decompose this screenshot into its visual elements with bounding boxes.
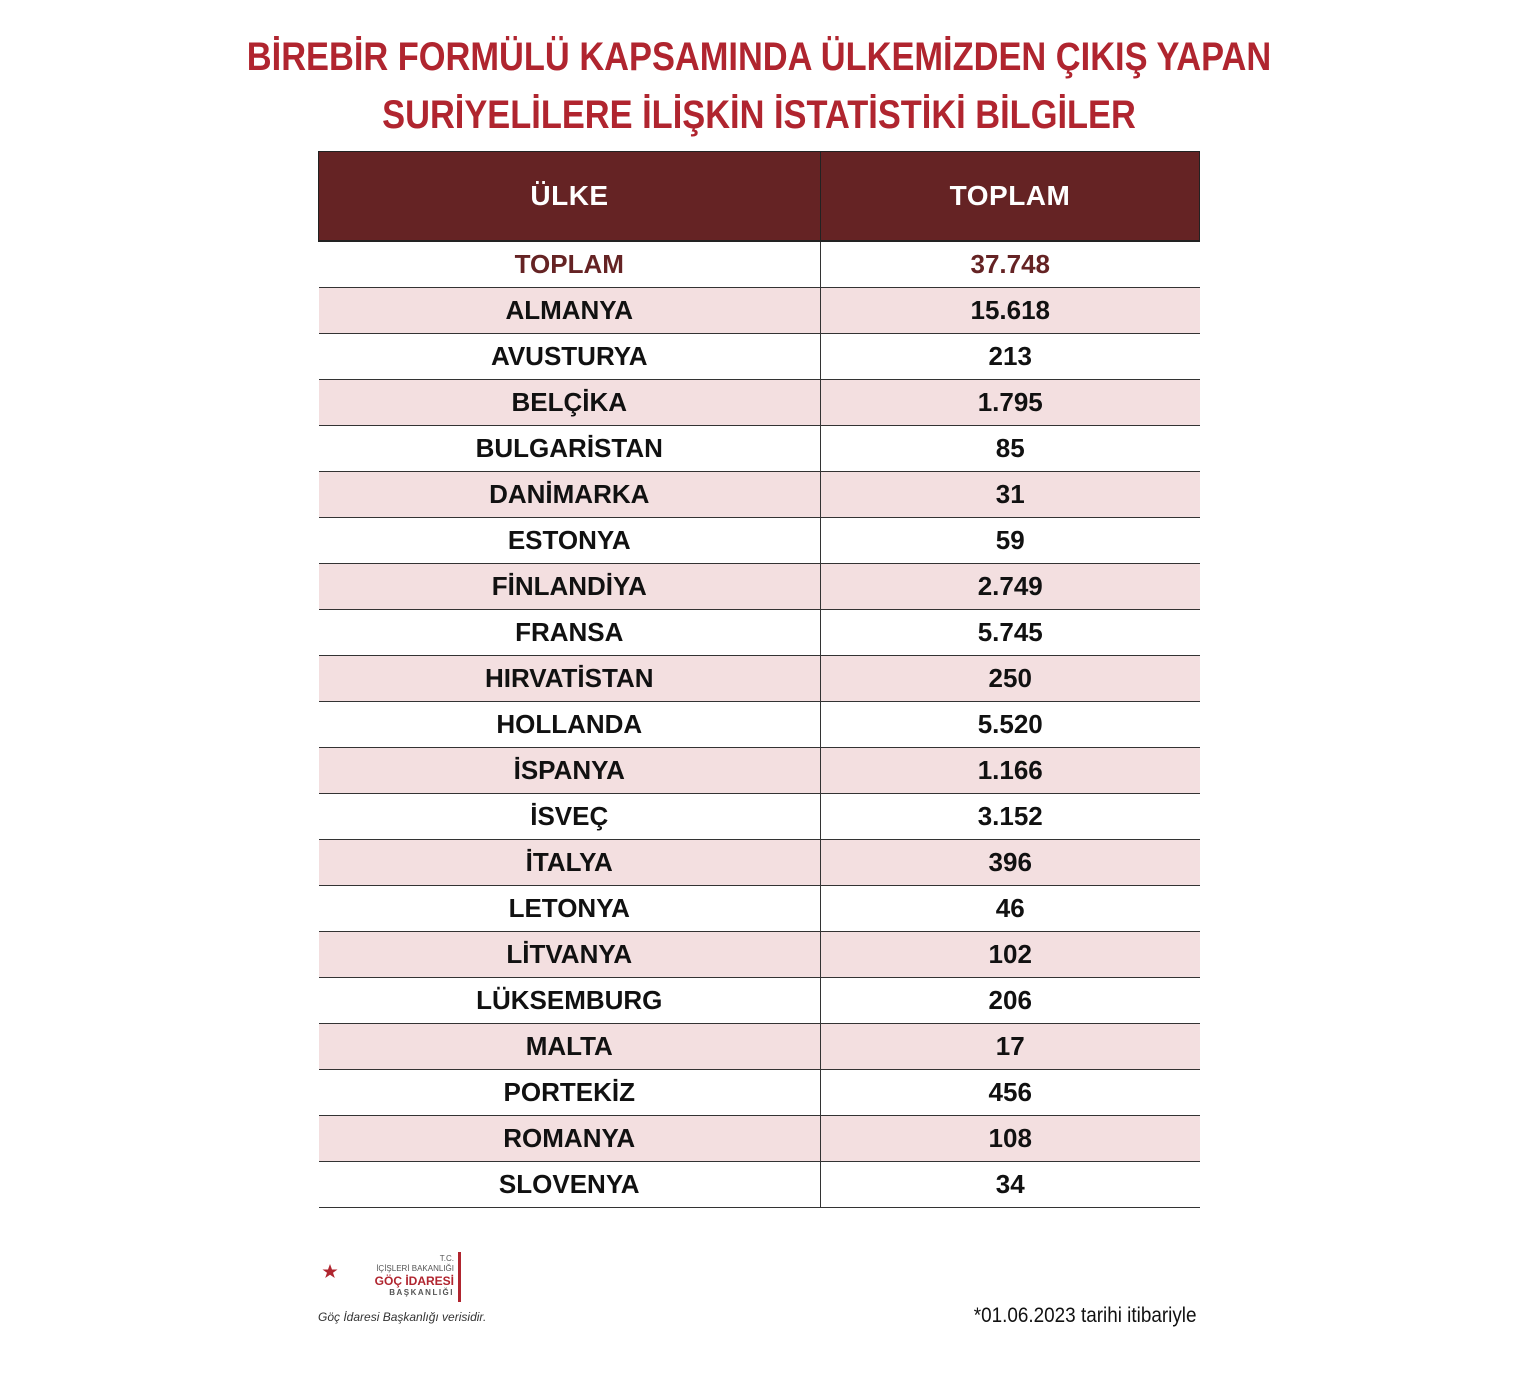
total-cell: 5.520	[820, 701, 1200, 748]
total-cell: 1.795	[820, 379, 1200, 426]
table-row: BELÇİKA 1.795	[318, 379, 1200, 426]
country-cell: SLOVENYA	[318, 1161, 821, 1208]
total-cell: 456	[820, 1069, 1200, 1116]
table-row: HIRVATİSTAN 250	[318, 655, 1200, 702]
table-row: DANİMARKA 31	[318, 471, 1200, 518]
column-header-country: ÜLKE	[318, 151, 821, 242]
table-row: SLOVENYA 34	[318, 1161, 1200, 1208]
country-cell: FİNLANDİYA	[318, 563, 821, 610]
table-row-total: TOPLAM 37.748	[318, 241, 1200, 288]
country-cell: MALTA	[318, 1023, 821, 1070]
total-cell: 15.618	[820, 287, 1200, 334]
crescent-star-icon	[322, 1264, 358, 1299]
ministry-logo: T.C. İÇİŞLERİ BAKANLIĞI GÖÇ İDARESİ BAŞK…	[318, 1252, 486, 1332]
table-row: ALMANYA 15.618	[318, 287, 1200, 334]
total-cell: 46	[820, 885, 1200, 932]
table-row: BULGARİSTAN 85	[318, 425, 1200, 472]
country-cell: DANİMARKA	[318, 471, 821, 518]
total-cell: 37.748	[820, 241, 1200, 288]
table-header-row: ÜLKE TOPLAM	[318, 151, 1200, 242]
logo-divider	[458, 1252, 461, 1302]
source-caption: Göç İdaresi Başkanlığı verisidir.	[318, 1310, 487, 1324]
total-cell: 85	[820, 425, 1200, 472]
total-cell: 17	[820, 1023, 1200, 1070]
total-cell: 396	[820, 839, 1200, 886]
table-row: MALTA 17	[318, 1023, 1200, 1070]
country-cell: ALMANYA	[318, 287, 821, 334]
country-cell: LETONYA	[318, 885, 821, 932]
table-row: İTALYA 396	[318, 839, 1200, 886]
table-row: İSPANYA 1.166	[318, 747, 1200, 794]
table-row: PORTEKİZ 456	[318, 1069, 1200, 1116]
logo-line-agency: GÖÇ İDARESİ	[374, 1274, 454, 1288]
country-cell: İSVEÇ	[318, 793, 821, 840]
table-row: LETONYA 46	[318, 885, 1200, 932]
title-line-2: SURİYELİLERE İLİŞKİN İSTATİSTİKİ BİLGİLE…	[382, 93, 1136, 137]
logo-text: T.C. İÇİŞLERİ BAKANLIĞI GÖÇ İDARESİ BAŞK…	[358, 1254, 454, 1298]
country-cell: İTALYA	[318, 839, 821, 886]
country-cell: ROMANYA	[318, 1115, 821, 1162]
logo-line-tc: T.C.	[439, 1254, 454, 1263]
table-row: ROMANYA 108	[318, 1115, 1200, 1162]
country-cell: BULGARİSTAN	[318, 425, 821, 472]
table-row: İSVEÇ 3.152	[318, 793, 1200, 840]
table-row: ESTONYA 59	[318, 517, 1200, 564]
total-cell: 102	[820, 931, 1200, 978]
logo-line-presidency: BAŞKANLIĞI	[389, 1288, 454, 1297]
country-cell: ESTONYA	[318, 517, 821, 564]
table-row: AVUSTURYA 213	[318, 333, 1200, 380]
page-title: BİREBİR FORMÜLÜ KAPSAMINDA ÜLKEMİZDEN ÇI…	[106, 28, 1411, 144]
total-cell: 108	[820, 1115, 1200, 1162]
total-cell: 31	[820, 471, 1200, 518]
country-cell: HIRVATİSTAN	[318, 655, 821, 702]
country-cell: İSPANYA	[318, 747, 821, 794]
total-cell: 213	[820, 333, 1200, 380]
statistics-table: ÜLKE TOPLAM TOPLAM 37.748 ALMANYA 15.618…	[318, 151, 1200, 1208]
country-cell: LÜKSEMBURG	[318, 977, 821, 1024]
table-row: LİTVANYA 102	[318, 931, 1200, 978]
total-cell: 206	[820, 977, 1200, 1024]
country-cell: LİTVANYA	[318, 931, 821, 978]
total-cell: 5.745	[820, 609, 1200, 656]
total-cell: 2.749	[820, 563, 1200, 610]
total-cell: 59	[820, 517, 1200, 564]
country-cell: AVUSTURYA	[318, 333, 821, 380]
table-row: FRANSA 5.745	[318, 609, 1200, 656]
country-cell: PORTEKİZ	[318, 1069, 821, 1116]
total-cell: 3.152	[820, 793, 1200, 840]
table-row: LÜKSEMBURG 206	[318, 977, 1200, 1024]
logo-line-ministry: İÇİŞLERİ BAKANLIĞI	[376, 1264, 454, 1273]
country-cell: BELÇİKA	[318, 379, 821, 426]
table-row: HOLLANDA 5.520	[318, 701, 1200, 748]
total-cell: 34	[820, 1161, 1200, 1208]
country-cell: FRANSA	[318, 609, 821, 656]
country-cell: HOLLANDA	[318, 701, 821, 748]
title-line-1: BİREBİR FORMÜLÜ KAPSAMINDA ÜLKEMİZDEN ÇI…	[246, 35, 1272, 79]
column-header-total: TOPLAM	[820, 151, 1200, 242]
table-row: FİNLANDİYA 2.749	[318, 563, 1200, 610]
total-cell: 250	[820, 655, 1200, 702]
date-footnote: *01.06.2023 tarihi itibariyle	[973, 1304, 1196, 1327]
country-cell: TOPLAM	[318, 241, 821, 288]
total-cell: 1.166	[820, 747, 1200, 794]
